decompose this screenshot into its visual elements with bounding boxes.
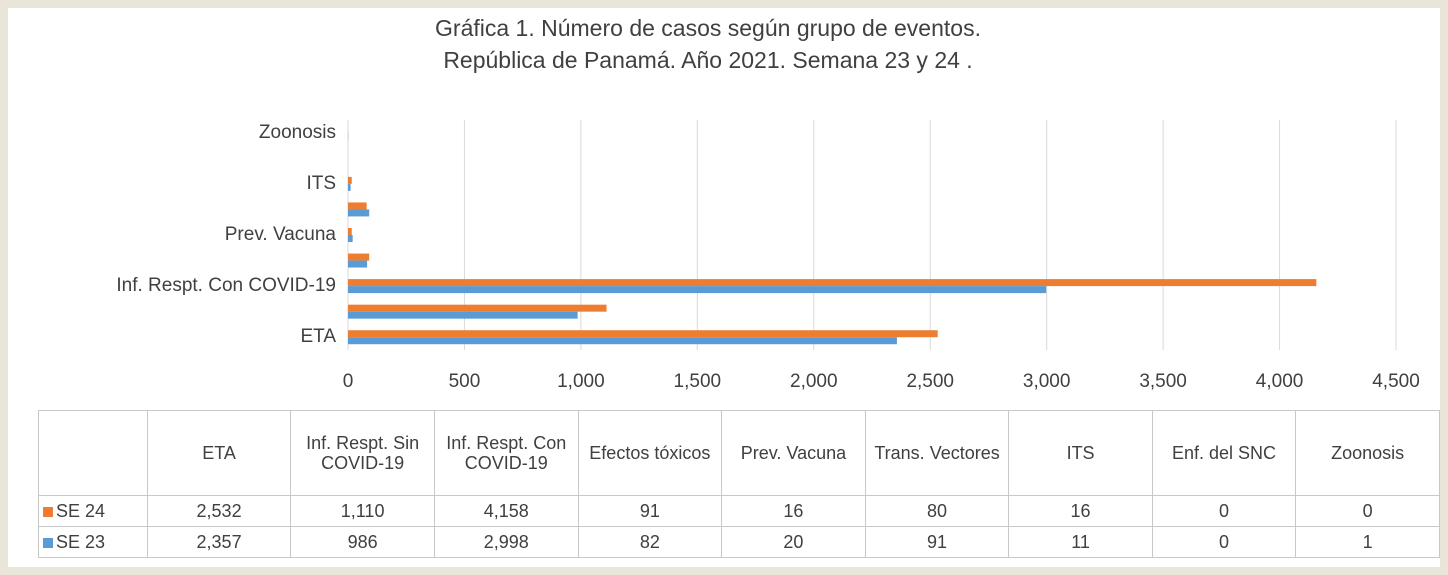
data-table: ETA Inf. Respt. Sin COVID-19 Inf. Respt. C… [38, 410, 1440, 558]
legend-cell: SE 24 [38, 495, 148, 527]
x-tick-label: 2,500 [906, 371, 954, 392]
chart-subtitle: República de Panamá. Año 2021. Semana 23… [443, 47, 972, 73]
table-header-cell: Enf. del SNC [1151, 410, 1297, 496]
legend-label: SE 23 [56, 532, 106, 552]
x-tick-label: 500 [449, 371, 481, 392]
table-header-cell: ETA [146, 410, 292, 496]
y-tick-label: Inf. Respt. Con COVID-19 [116, 275, 336, 296]
x-tick-label: 3,000 [1023, 371, 1071, 392]
x-tick-label: 1,500 [674, 371, 722, 392]
legend-swatch [43, 538, 53, 548]
y-tick-label: Zoonosis [259, 122, 336, 143]
table-row: SE 24 2,532 1,110 4,158 91 16 80 16 0 0 [38, 495, 1440, 527]
table-value: 20 [721, 526, 866, 558]
table-value: 16 [1008, 495, 1153, 527]
bar [348, 228, 352, 235]
bar [348, 209, 370, 217]
table-value: 0 [1151, 495, 1297, 527]
legend-swatch [43, 507, 53, 517]
table-value: 986 [290, 526, 435, 558]
table-value: 82 [577, 526, 723, 558]
chart: Gráfica 1. Número de casos según grupo d… [116, 15, 1420, 392]
x-tick-label: 4,500 [1372, 371, 1420, 392]
table-value: 91 [864, 526, 1010, 558]
table-header-cell: Zoonosis [1295, 410, 1440, 496]
x-tick-label: 0 [343, 371, 354, 392]
bar [348, 286, 1047, 294]
chart-title: Gráfica 1. Número de casos según grupo d… [435, 15, 981, 41]
bar [348, 202, 367, 210]
table-value: 11 [1008, 526, 1153, 558]
table-header-row: ETA Inf. Respt. Sin COVID-19 Inf. Respt. C… [38, 410, 1440, 496]
table-header-cell: Inf. Respt. Con COVID-19 [433, 410, 579, 496]
table-value: 1 [1295, 526, 1440, 558]
bar [348, 253, 370, 261]
table-value: 4,158 [433, 495, 579, 527]
bar [348, 304, 607, 312]
x-tick-label: 3,500 [1139, 371, 1187, 392]
table-header-cell: Efectos tóxicos [577, 410, 723, 496]
table-row: SE 23 2,357 986 2,998 82 20 91 11 0 1 [38, 526, 1440, 558]
bar [348, 330, 938, 338]
table-value: 2,357 [146, 526, 292, 558]
bar [348, 311, 578, 319]
table-corner [38, 410, 148, 496]
bar [348, 235, 353, 242]
bar [348, 279, 1317, 287]
table-header-cell: Trans. Vectores [864, 410, 1010, 496]
table-value: 1,110 [290, 495, 435, 527]
x-tick-label: 4,000 [1256, 371, 1304, 392]
y-tick-label: ITS [306, 173, 336, 194]
table-header-cell: Inf. Respt. Sin COVID-19 [290, 410, 435, 496]
table-value: 0 [1151, 526, 1297, 558]
bar [348, 337, 897, 345]
table-header-cell: ITS [1008, 410, 1153, 496]
legend-cell: SE 23 [38, 526, 148, 558]
bar [348, 176, 352, 184]
x-tick-label: 2,000 [790, 371, 838, 392]
table-value: 0 [1295, 495, 1440, 527]
table-value: 91 [577, 495, 723, 527]
table-value: 2,532 [146, 495, 292, 527]
y-tick-label: Prev. Vacuna [225, 224, 337, 245]
chart-panel: Gráfica 1. Número de casos según grupo d… [8, 8, 1440, 567]
bar [348, 260, 368, 268]
x-tick-label: 1,000 [557, 371, 605, 392]
table-header-cell: Prev. Vacuna [721, 410, 866, 496]
table-value: 80 [864, 495, 1010, 527]
table-value: 2,998 [433, 526, 579, 558]
y-tick-label: ETA [300, 326, 336, 347]
table-value: 16 [721, 495, 866, 527]
legend-label: SE 24 [56, 501, 106, 521]
bar [348, 183, 351, 191]
